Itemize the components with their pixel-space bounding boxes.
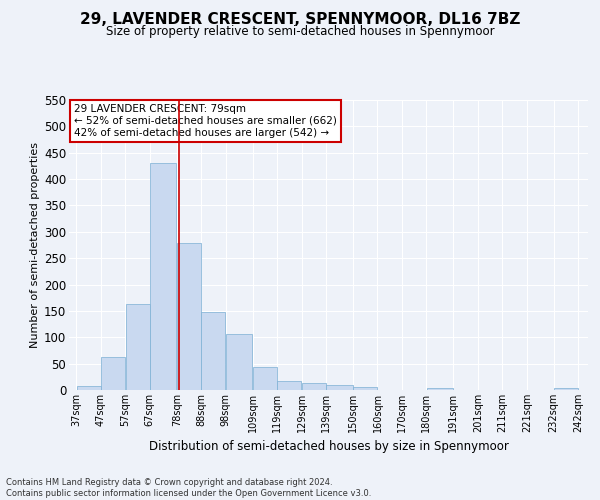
- Bar: [277, 381, 301, 390]
- Bar: [302, 382, 326, 390]
- Y-axis label: Number of semi-detached properties: Number of semi-detached properties: [30, 142, 40, 348]
- Text: Size of property relative to semi-detached houses in Spennymoor: Size of property relative to semi-detach…: [106, 25, 494, 38]
- Bar: [101, 358, 125, 390]
- Bar: [326, 384, 353, 390]
- Bar: [77, 386, 101, 390]
- Bar: [125, 304, 149, 390]
- Text: 29, LAVENDER CRESCENT, SPENNYMOOR, DL16 7BZ: 29, LAVENDER CRESCENT, SPENNYMOOR, DL16 …: [80, 12, 520, 28]
- Bar: [226, 334, 253, 390]
- Bar: [353, 388, 377, 390]
- Text: 29 LAVENDER CRESCENT: 79sqm
← 52% of semi-detached houses are smaller (662)
42% : 29 LAVENDER CRESCENT: 79sqm ← 52% of sem…: [74, 104, 337, 138]
- Bar: [253, 368, 277, 390]
- Bar: [150, 164, 176, 390]
- Bar: [554, 388, 578, 390]
- X-axis label: Distribution of semi-detached houses by size in Spennymoor: Distribution of semi-detached houses by …: [149, 440, 508, 454]
- Bar: [427, 388, 453, 390]
- Bar: [202, 312, 226, 390]
- Bar: [177, 244, 201, 390]
- Text: Contains HM Land Registry data © Crown copyright and database right 2024.
Contai: Contains HM Land Registry data © Crown c…: [6, 478, 371, 498]
